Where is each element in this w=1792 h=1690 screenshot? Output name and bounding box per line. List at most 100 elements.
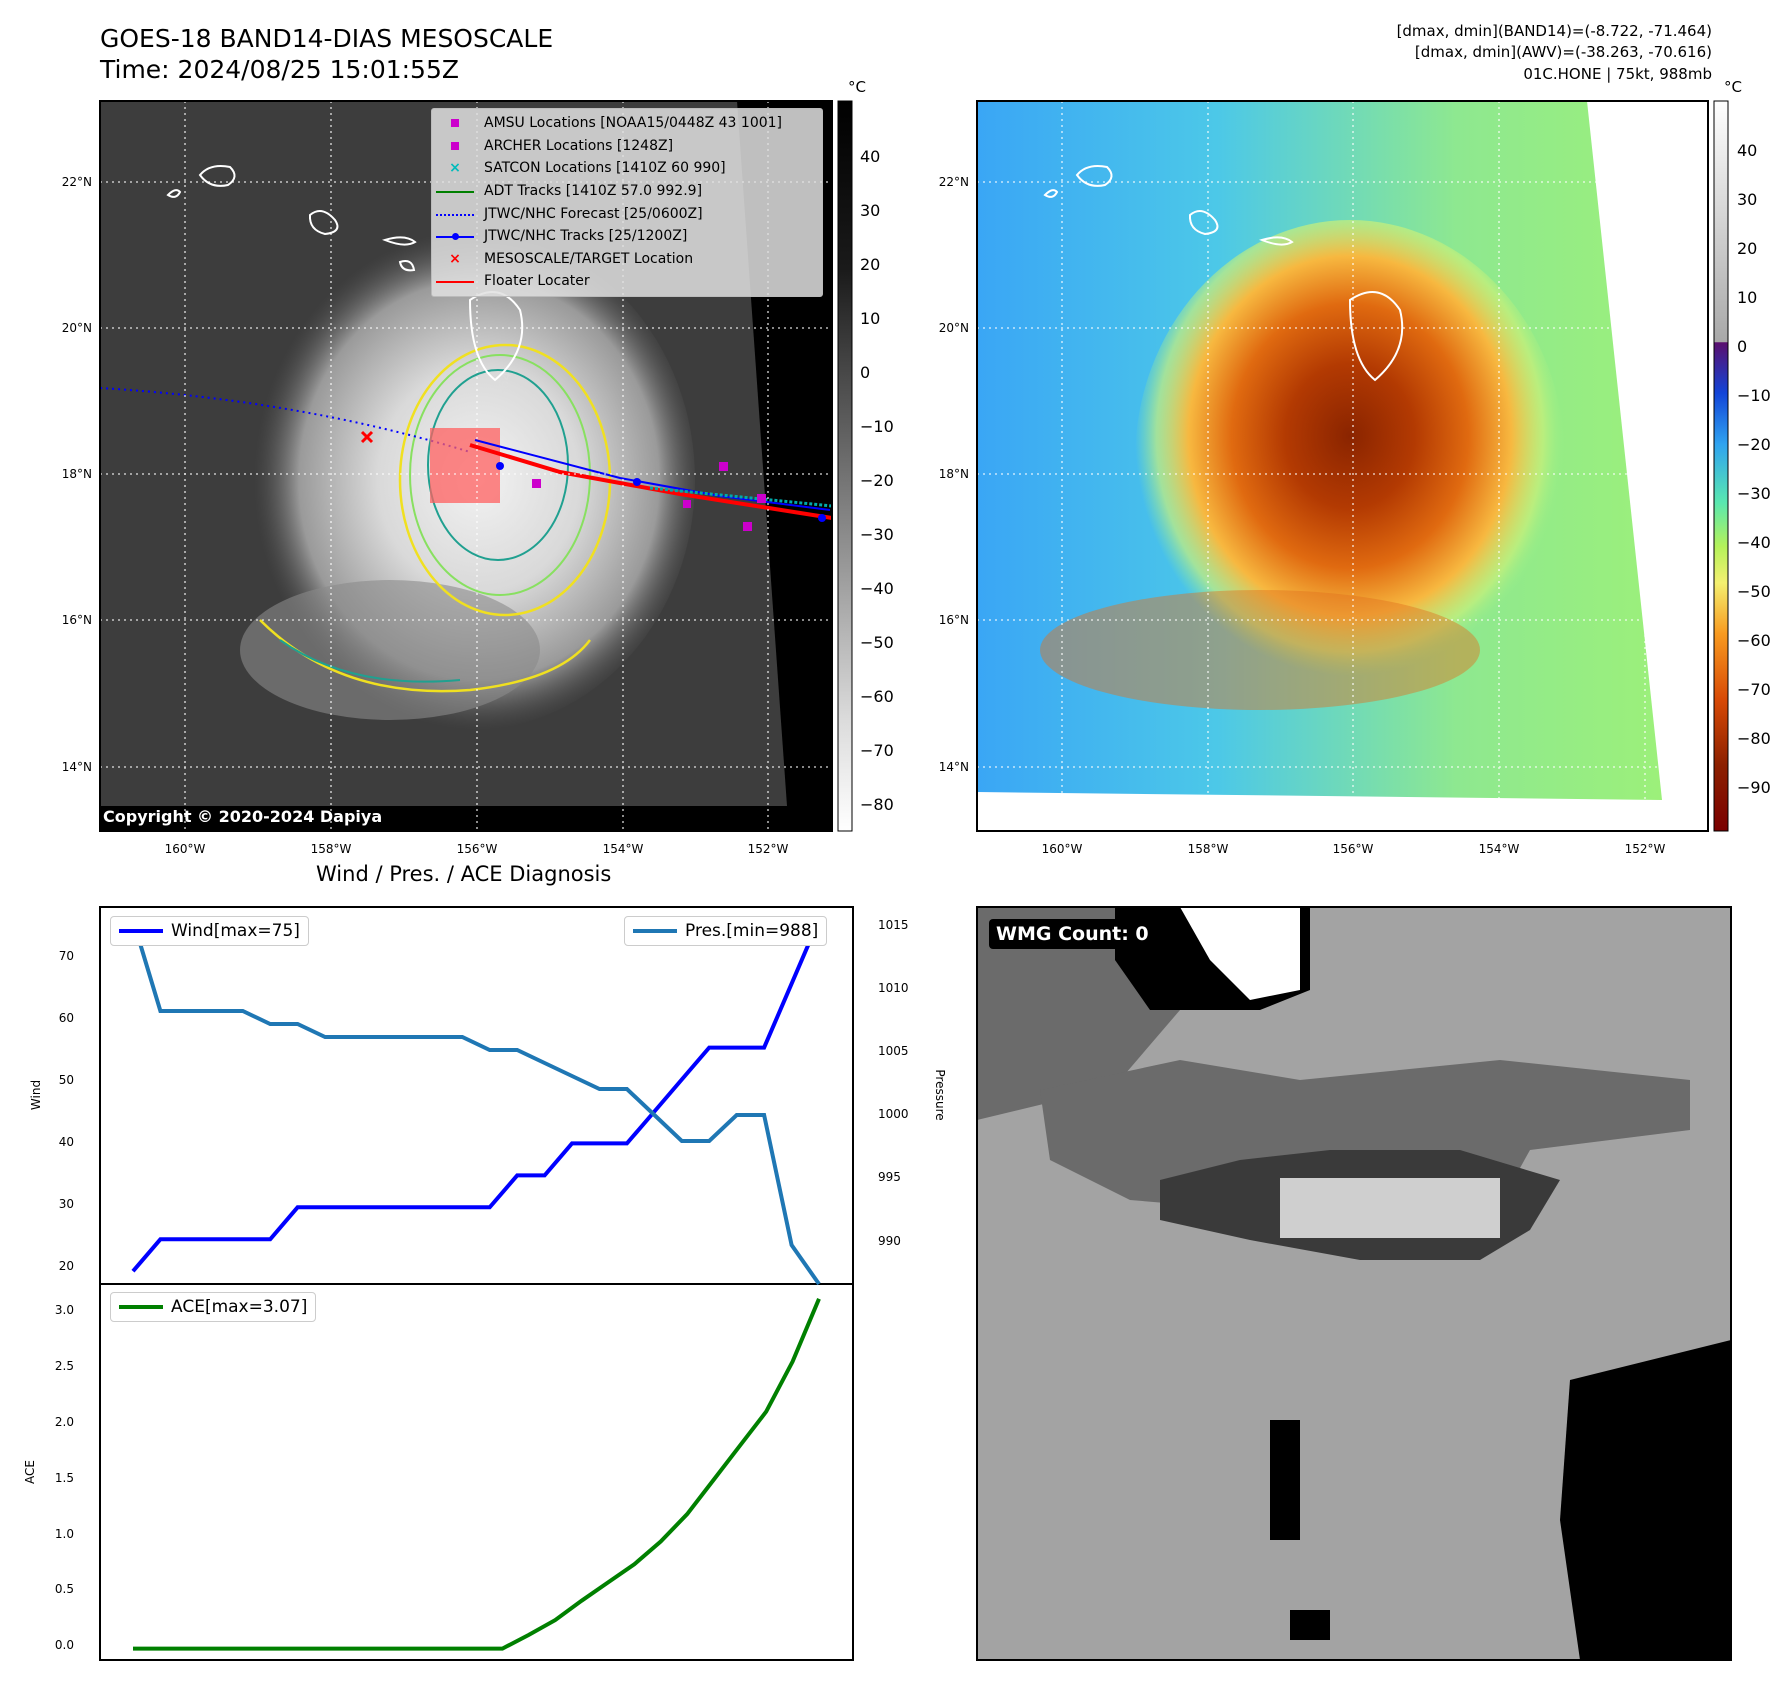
cb-tick: −10 — [860, 417, 894, 436]
lon-tick: 154°W — [603, 842, 644, 856]
wmg-panel — [976, 906, 1732, 1661]
ace-y-ticks: 3.0 2.5 2.0 1.5 1.0 0.5 0.0 — [55, 1303, 74, 1652]
legend-item-jtwc-tracks: JTWC/NHC Tracks [25/1200Z] — [432, 225, 822, 248]
cb-tick: −10 — [1737, 386, 1771, 405]
ace-legend-label: ACE[max=3.07] — [171, 1297, 308, 1317]
legend-label: ADT Tracks [1410Z 57.0 992.9] — [484, 183, 703, 200]
ace-axis-label: ACE — [23, 1460, 37, 1484]
pres-tick: 1005 — [878, 1044, 909, 1058]
ace-tick: 0.5 — [55, 1582, 74, 1596]
hawaii-islands-right — [1043, 165, 1404, 382]
legend-label: JTWC/NHC Tracks [25/1200Z] — [484, 228, 688, 245]
cb-tick: −30 — [860, 525, 894, 544]
cb-tick: −20 — [1737, 435, 1771, 454]
info-line-3: 01C.HONE | 75kt, 988mb — [1523, 65, 1712, 83]
ace-tick: 0.0 — [55, 1638, 74, 1652]
ace-axes — [99, 1283, 854, 1661]
lon-tick: 156°W — [457, 842, 498, 856]
right-colorbar: °C — [1713, 78, 1742, 832]
cb-tick: 10 — [1737, 288, 1757, 307]
pres-tick: 995 — [878, 1170, 901, 1184]
ace-tick: 3.0 — [55, 1303, 74, 1317]
cb-tick: −40 — [1737, 533, 1771, 552]
cb-tick: −80 — [860, 795, 894, 814]
wind-tick: 70 — [59, 949, 74, 963]
pressure-legend: Pres.[min=988] — [624, 916, 828, 946]
lon-tick: 158°W — [311, 842, 352, 856]
pres-tick: 1015 — [878, 918, 909, 932]
wind-axis-label: Wind — [29, 1080, 43, 1110]
cb-tick: 30 — [860, 201, 880, 220]
lat-tick: 14°N — [62, 760, 92, 774]
lat-tick: 20°N — [62, 321, 92, 335]
left-colorbar-unit: °C — [848, 78, 866, 96]
contour-green — [409, 354, 591, 596]
lat-tick: 18°N — [62, 467, 92, 481]
mesoscale-target-marker — [360, 430, 374, 444]
jtwc-track-points — [496, 462, 826, 522]
wmg-white-top — [1180, 907, 1300, 1000]
info-line-1: [dmax, dmin](BAND14)=(-8.722, -71.464) — [1396, 22, 1712, 40]
cb-tick: −60 — [1737, 631, 1771, 650]
pressure-axis-label: Pressure — [933, 1069, 947, 1120]
right-map-panel — [976, 100, 1709, 832]
lon-tick: 160°W — [165, 842, 206, 856]
wmg-black-bottom-right — [1560, 1340, 1731, 1660]
storm-outer-band — [240, 580, 540, 720]
main-time: Time: 2024/08/25 15:01:55Z — [100, 55, 459, 84]
pres-tick: 990 — [878, 1234, 901, 1248]
wind-line — [131, 919, 821, 1273]
hawaii-islands-left — [166, 165, 524, 382]
floater-track-line — [469, 443, 833, 520]
left-colorbar-ticks: 40 30 20 10 0 −10 −20 −30 −40 −50 −60 −7… — [860, 147, 894, 814]
cb-tick: −30 — [1737, 484, 1771, 503]
satcon-track — [649, 486, 833, 508]
left-colorbar: °C — [837, 78, 866, 832]
cb-tick: −50 — [860, 633, 894, 652]
lon-tick: 154°W — [1479, 842, 1520, 856]
left-map-lat-ticks: 22°N 20°N 18°N 16°N 14°N — [62, 175, 92, 774]
left-map-frame — [99, 100, 833, 832]
wind-y-ticks: 70 60 50 40 30 20 — [59, 949, 74, 1273]
wmg-black-blob-small — [1290, 1610, 1330, 1640]
legend-label: JTWC/NHC Forecast [25/0600Z] — [484, 205, 703, 222]
lat-tick: 18°N — [939, 467, 969, 481]
main-title: GOES-18 BAND14-DIAS MESOSCALE — [100, 24, 554, 53]
ace-line — [133, 1298, 821, 1651]
cb-tick: −70 — [860, 741, 894, 760]
lon-tick: 158°W — [1188, 842, 1229, 856]
lon-tick: 152°W — [1625, 842, 1666, 856]
lat-tick: 22°N — [939, 175, 969, 189]
legend-item-adt: ADT Tracks [1410Z 57.0 992.9] — [432, 180, 822, 203]
cb-tick: 0 — [1737, 337, 1747, 356]
right-colorbar-ticks: 40 30 20 10 0 −10 −20 −30 −40 −50 −60 −7… — [1737, 141, 1771, 797]
cb-tick: −40 — [860, 579, 894, 598]
contour-band-teal — [279, 639, 461, 683]
wind-tick: 30 — [59, 1197, 74, 1211]
diagnosis-series — [131, 919, 821, 1651]
right-map-lat-ticks: 22°N 20°N 18°N 16°N 14°N — [939, 175, 969, 774]
cb-tick: −90 — [1737, 778, 1771, 797]
legend-item-jtwc-forecast: JTWC/NHC Forecast [25/0600Z] — [432, 202, 822, 225]
wind-legend-label: Wind[max=75] — [171, 921, 300, 941]
legend-item-mesoscale-target: × MESOSCALE/TARGET Location — [449, 250, 694, 267]
jtwc-track-line — [474, 439, 831, 511]
cb-tick: −60 — [860, 687, 894, 706]
amsu-archer-points — [532, 462, 766, 531]
lon-tick: 156°W — [1333, 842, 1374, 856]
legend-label: AMSU Locations [NOAA15/0448Z 43 1001] — [484, 115, 783, 132]
lat-tick: 22°N — [62, 175, 92, 189]
cb-tick: 40 — [860, 147, 880, 166]
jtwc-forecast-track — [99, 387, 471, 453]
wmg-bright-core — [1280, 1178, 1500, 1238]
cb-tick: 20 — [860, 255, 880, 274]
legend-item-archer: ARCHER Locations [1248Z] — [432, 135, 822, 158]
ace-tick: 1.5 — [55, 1471, 74, 1485]
legend-label: ARCHER Locations [1248Z] — [484, 137, 674, 154]
wmg-black-blob — [1270, 1420, 1300, 1540]
wmg-count-label: WMG Count: 0 — [989, 919, 1156, 949]
lat-tick: 14°N — [939, 760, 969, 774]
legend-item-satcon: × SATCON Locations [1410Z 60 990] — [449, 160, 726, 177]
storm-color-core — [1135, 220, 1565, 700]
cb-tick: 10 — [860, 309, 880, 328]
